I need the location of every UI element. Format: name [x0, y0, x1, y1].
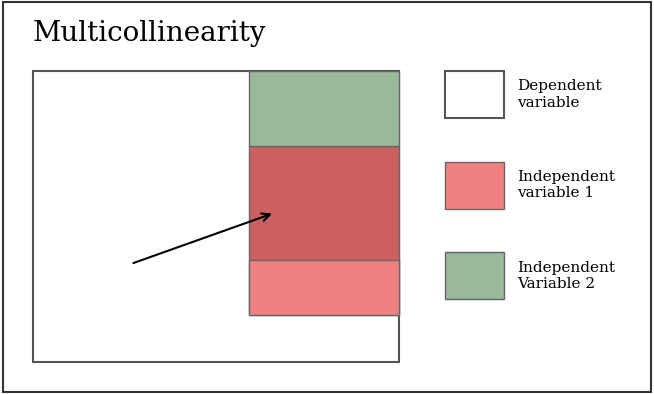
Bar	[249, 71, 399, 146]
Bar	[445, 252, 504, 299]
Text: Independent
variable 1: Independent variable 1	[517, 170, 615, 200]
Bar	[249, 260, 399, 315]
Bar	[249, 146, 399, 315]
Text: Multicollinearity: Multicollinearity	[33, 20, 266, 47]
Bar	[445, 71, 504, 118]
Bar	[445, 162, 504, 209]
Bar	[33, 71, 399, 362]
Text: Independent
Variable 2: Independent Variable 2	[517, 261, 615, 291]
Text: Dependent
variable: Dependent variable	[517, 80, 601, 110]
